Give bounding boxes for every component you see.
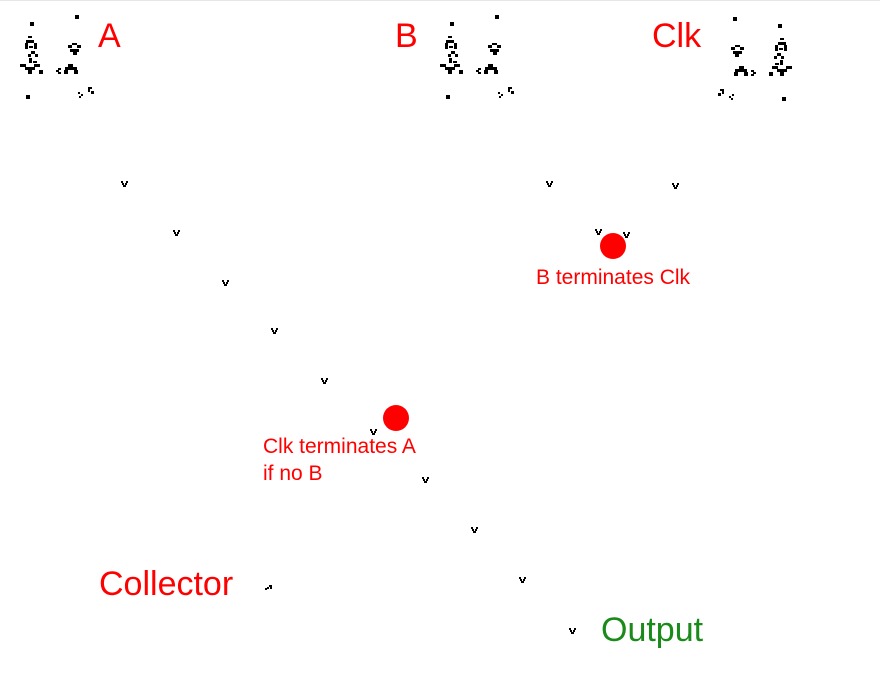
glider-icon	[370, 429, 377, 435]
glider-icon	[546, 181, 553, 187]
annotation-if-no-b: if no B	[263, 462, 323, 485]
glider-icon	[672, 183, 679, 189]
glider-gun-icon	[20, 15, 94, 99]
glider-gun-icon	[440, 15, 514, 99]
eater-icon	[265, 585, 272, 590]
glider-icon	[321, 378, 328, 384]
output-label: Output	[601, 611, 704, 649]
glider-icon	[222, 280, 229, 286]
annotation-clk-terminates-a: Clk terminates A	[263, 435, 416, 458]
glider-icon	[121, 181, 128, 187]
input-label-b: B	[395, 17, 418, 55]
glider-icon	[595, 229, 602, 235]
input-label-clk: Clk	[652, 17, 702, 55]
annotation-b-terminates-clk: B terminates Clk	[536, 266, 691, 289]
collector-label: Collector	[99, 565, 234, 603]
glider-icon	[173, 230, 180, 236]
glider-icon	[623, 232, 630, 238]
input-label-a: A	[98, 17, 121, 55]
collision-marker-b-clk	[600, 233, 626, 259]
glider-icon	[471, 527, 478, 533]
glider-icon	[519, 577, 526, 583]
glider-icon	[271, 328, 278, 334]
glider-icon	[569, 628, 576, 634]
glider-gun-icon	[718, 17, 792, 101]
collision-marker-clk-a	[383, 405, 409, 431]
glider-icon	[422, 477, 429, 483]
